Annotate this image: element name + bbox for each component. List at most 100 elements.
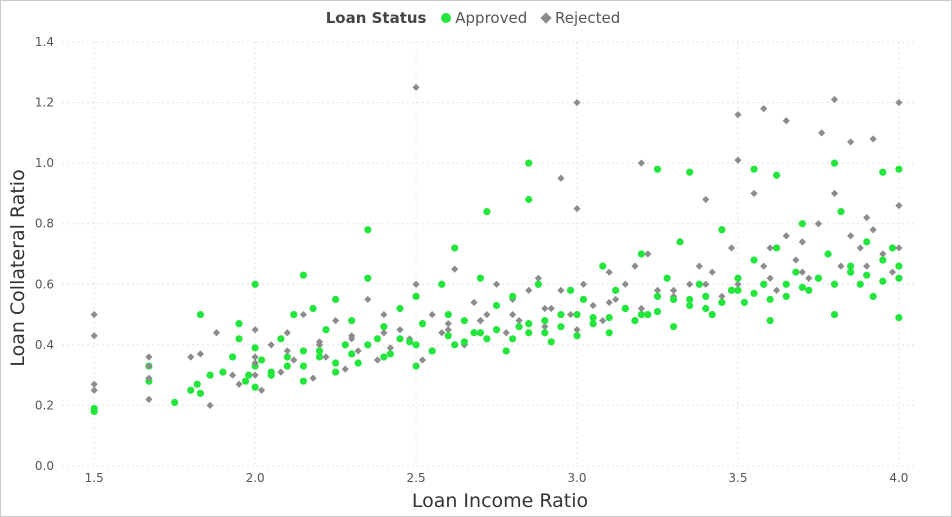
approved-point <box>90 407 98 416</box>
approved-point <box>502 347 510 355</box>
approved-point <box>702 304 710 313</box>
approved-point <box>396 304 404 313</box>
rejected-point <box>418 356 427 364</box>
rejected-point <box>438 329 446 337</box>
rejected-point <box>621 280 629 288</box>
y-tick-label: 1.2 <box>35 96 54 110</box>
approved-point <box>824 250 832 258</box>
rejected-point <box>579 280 588 288</box>
approved-point <box>396 335 404 343</box>
rejected-point <box>476 317 485 325</box>
rejected-point <box>686 280 694 288</box>
rejected-point <box>277 368 285 376</box>
rejected-point <box>772 286 781 294</box>
rejected-point <box>187 353 195 361</box>
rejected-point <box>373 356 382 364</box>
approved-point <box>750 165 758 173</box>
rejected-point <box>267 341 275 349</box>
rejected-point <box>734 111 742 119</box>
approved-point <box>869 292 877 300</box>
rejected-point <box>750 189 758 198</box>
rejected-point <box>760 105 768 113</box>
approved-point <box>718 298 726 307</box>
approved-point <box>229 353 237 361</box>
rejected-point <box>332 317 340 325</box>
rejected-point <box>309 374 317 382</box>
y-tick-label: 1.4 <box>35 35 54 49</box>
approved-point <box>637 310 645 319</box>
approved-point <box>315 353 324 361</box>
rejected-point <box>605 298 613 307</box>
approved-point <box>235 335 243 343</box>
approved-point <box>895 274 903 282</box>
rejected-point <box>283 329 291 337</box>
approved-point <box>315 347 324 355</box>
approved-point <box>299 377 308 385</box>
rejected-point <box>251 371 259 379</box>
rejected-point <box>290 356 298 364</box>
rejected-point <box>90 380 98 388</box>
approved-point <box>332 359 340 367</box>
rejected-point <box>708 268 716 276</box>
approved-point <box>515 323 523 331</box>
rejected-point <box>573 204 581 213</box>
approved-point <box>573 332 581 340</box>
rejected-point <box>814 220 823 228</box>
approved-point <box>541 329 549 337</box>
approved-point <box>525 329 533 337</box>
rejected-point <box>589 301 597 310</box>
y-axis-label: Loan Collateral Ratio <box>7 169 29 366</box>
legend-item-rejected[interactable]: Rejected <box>540 9 620 27</box>
x-tick-label: 3.0 <box>567 471 586 485</box>
approved-point <box>418 320 427 328</box>
approved-point <box>483 208 491 216</box>
rejected-point <box>856 244 864 252</box>
y-tick-label: 1.0 <box>35 156 54 170</box>
rejected-point <box>830 95 839 104</box>
approved-point <box>695 280 703 288</box>
approved-point <box>348 350 356 358</box>
rejected-point <box>869 226 877 234</box>
approved-point <box>863 271 871 279</box>
approved-point <box>257 356 266 364</box>
approved-point <box>322 326 330 334</box>
rejected-point <box>612 295 620 304</box>
approved-point <box>637 250 645 258</box>
rejected-point <box>470 298 478 307</box>
rejected-point <box>653 286 662 294</box>
approved-point <box>663 274 671 282</box>
approved-point <box>750 256 758 264</box>
legend-item-approved[interactable]: Approved <box>441 9 532 27</box>
rejected-point <box>895 201 903 210</box>
rejected-point <box>380 310 388 319</box>
rejected-point <box>727 244 736 252</box>
approved-point <box>251 383 259 391</box>
approved-point <box>412 292 420 300</box>
approved-point <box>589 320 597 328</box>
x-tick-label: 4.0 <box>889 471 908 485</box>
rejected-point <box>534 274 542 282</box>
approved-point <box>525 159 533 167</box>
approved-point <box>509 292 517 300</box>
rejected-point <box>354 347 362 355</box>
approved-point <box>251 280 259 288</box>
approved-point <box>879 168 887 176</box>
approved-point <box>412 341 420 349</box>
approved-point <box>669 323 678 331</box>
x-tick-label: 1.5 <box>85 471 104 485</box>
rejected-point <box>557 174 565 182</box>
approved-point <box>760 280 768 288</box>
approved-point <box>879 256 887 264</box>
approved-point <box>219 368 227 376</box>
approved-point <box>283 362 291 370</box>
rejected-point <box>573 326 581 334</box>
rejected-point <box>805 274 813 282</box>
y-axis-ticks: 0.0 0.2 0.4 0.6 0.8 1.0 1.2 1.4 <box>35 35 54 473</box>
y-tick-label: 0.4 <box>35 338 54 352</box>
rejected-point <box>798 238 806 246</box>
rejected-point <box>782 232 790 240</box>
approved-point <box>299 347 308 355</box>
y-tick-label: 0.2 <box>35 398 54 412</box>
